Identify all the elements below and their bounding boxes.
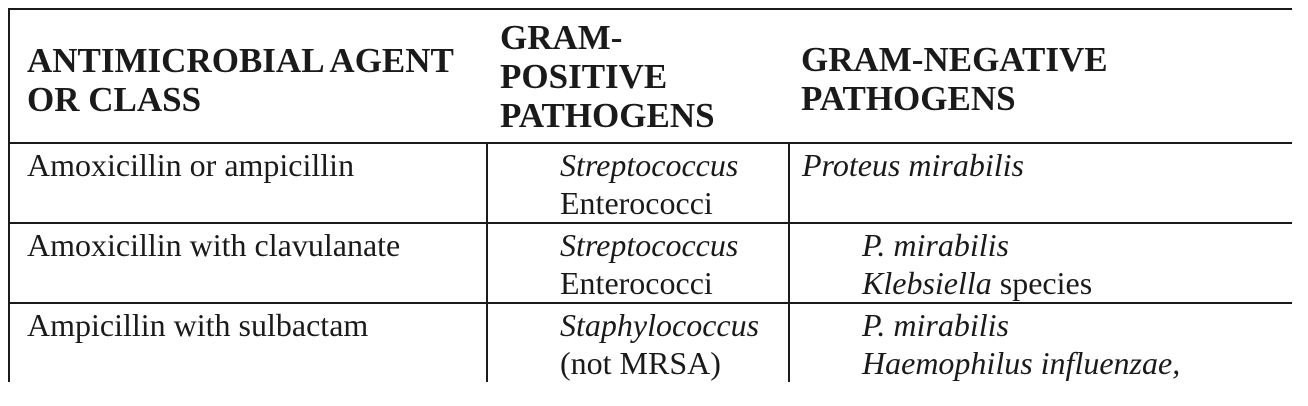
agent-name: Amoxicillin or ampicillin: [27, 147, 355, 183]
gram-positive-pathogen: Streptococcus: [560, 147, 739, 183]
cell-agent: Amoxicillin with clavulanate: [8, 222, 488, 304]
cell-agent: Ampicillin with sulbactam: [8, 302, 488, 382]
gram-negative-pathogen-text: species: [991, 265, 1093, 301]
cell-gram-negative: P. mirabilis Haemophilus influenzae,: [788, 302, 1292, 382]
gram-positive-pathogen: Staphylococcus: [560, 307, 760, 343]
header-gram-positive: GRAM- POSITIVE PATHOGENS: [487, 8, 789, 144]
gram-positive-pathogen: Enterococci: [560, 265, 713, 301]
gram-negative-pathogen-text: Proteus mirabilis: [802, 147, 1024, 183]
cell-agent: Amoxicillin or ampicillin: [8, 142, 488, 224]
header-gram-positive-line: POSITIVE: [500, 56, 668, 96]
table-header-row: ANTIMICROBIAL AGENT OR CLASS GRAM- POSIT…: [8, 8, 1292, 144]
gram-negative-pathogen-text: Haemophilus influenzae,: [862, 345, 1181, 381]
cell-gram-positive: Staphylococcus (not MRSA): [486, 302, 790, 382]
cell-gram-negative: P. mirabilis Klebsiella species: [788, 222, 1292, 304]
gram-negative-pathogen: Haemophilus influenzae,: [790, 344, 1292, 382]
header-agent: ANTIMICROBIAL AGENT OR CLASS: [8, 8, 487, 144]
antimicrobial-spectrum-table: ANTIMICROBIAL AGENT OR CLASS GRAM- POSIT…: [8, 8, 1292, 382]
cell-gram-positive: Streptococcus Enterococci: [486, 142, 790, 224]
header-agent-line: OR CLASS: [27, 80, 202, 119]
header-agent-line: ANTIMICROBIAL AGENT: [27, 41, 454, 80]
agent-name: Ampicillin with sulbactam: [27, 307, 369, 343]
gram-negative-pathogen-text: P. mirabilis: [862, 227, 1009, 263]
header-gram-positive-line: GRAM-: [500, 17, 623, 57]
table-row: Amoxicillin with clavulanate Streptococcu…: [8, 222, 1292, 304]
cell-gram-negative: Proteus mirabilis: [788, 142, 1292, 224]
gram-negative-pathogen-text: Klebsiella: [862, 265, 992, 301]
header-gram-negative-line: PATHOGENS: [801, 79, 1016, 118]
cell-gram-positive: Streptococcus Enterococci: [486, 222, 790, 304]
agent-name: Amoxicillin with clavulanate: [27, 227, 401, 263]
table-row: Amoxicillin or ampicillin Streptococcus En…: [8, 142, 1292, 224]
gram-negative-pathogen: Klebsiella species: [790, 264, 1292, 302]
gram-negative-pathogen-text: P. mirabilis: [862, 307, 1009, 343]
gram-negative-pathogen: P. mirabilis: [790, 304, 1292, 344]
gram-negative-pathogen: P. mirabilis: [790, 224, 1292, 264]
gram-negative-pathogen: Proteus mirabilis: [790, 144, 1292, 184]
table-row: Ampicillin with sulbactam Staphylococcus(…: [8, 302, 1292, 382]
gram-positive-pathogen: Streptococcus: [560, 227, 739, 263]
gram-positive-pathogen: Enterococci: [560, 185, 713, 221]
header-gram-negative: GRAM-NEGATIVE PATHOGENS: [789, 8, 1292, 144]
antimicrobial-table-container: ANTIMICROBIAL AGENT OR CLASS GRAM- POSIT…: [8, 8, 1292, 406]
header-gram-positive-line: PATHOGENS: [500, 95, 715, 135]
header-gram-negative-line: GRAM-NEGATIVE: [801, 40, 1108, 79]
gram-positive-pathogen: (not MRSA): [560, 345, 721, 381]
